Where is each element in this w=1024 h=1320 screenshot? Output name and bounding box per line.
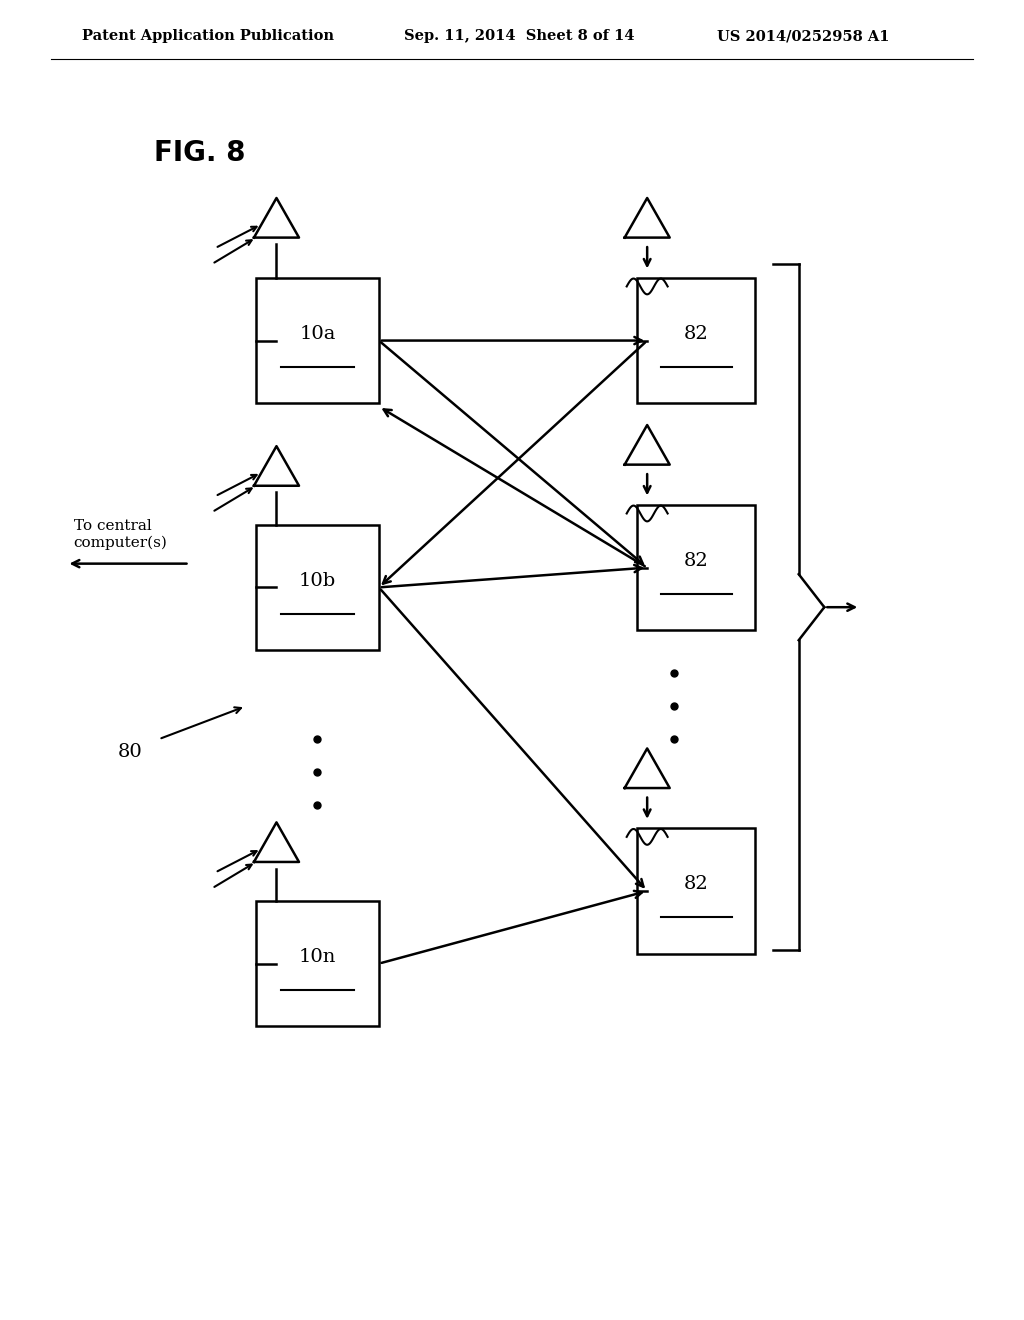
Bar <box>637 829 756 953</box>
Text: 10b: 10b <box>299 572 336 590</box>
Text: Sep. 11, 2014  Sheet 8 of 14: Sep. 11, 2014 Sheet 8 of 14 <box>404 29 635 44</box>
Text: 82: 82 <box>684 325 709 343</box>
Bar <box>256 900 379 1027</box>
Text: To central
computer(s): To central computer(s) <box>74 519 168 550</box>
Text: 10n: 10n <box>299 948 336 966</box>
Text: 82: 82 <box>684 875 709 894</box>
Text: 80: 80 <box>118 743 142 762</box>
Bar <box>637 506 756 631</box>
Bar <box>256 524 379 649</box>
Text: Patent Application Publication: Patent Application Publication <box>82 29 334 44</box>
Bar <box>256 279 379 404</box>
Bar <box>637 279 756 404</box>
Text: FIG. 8: FIG. 8 <box>154 139 245 166</box>
Text: 10a: 10a <box>299 325 336 343</box>
Text: 82: 82 <box>684 552 709 570</box>
Text: US 2014/0252958 A1: US 2014/0252958 A1 <box>717 29 889 44</box>
